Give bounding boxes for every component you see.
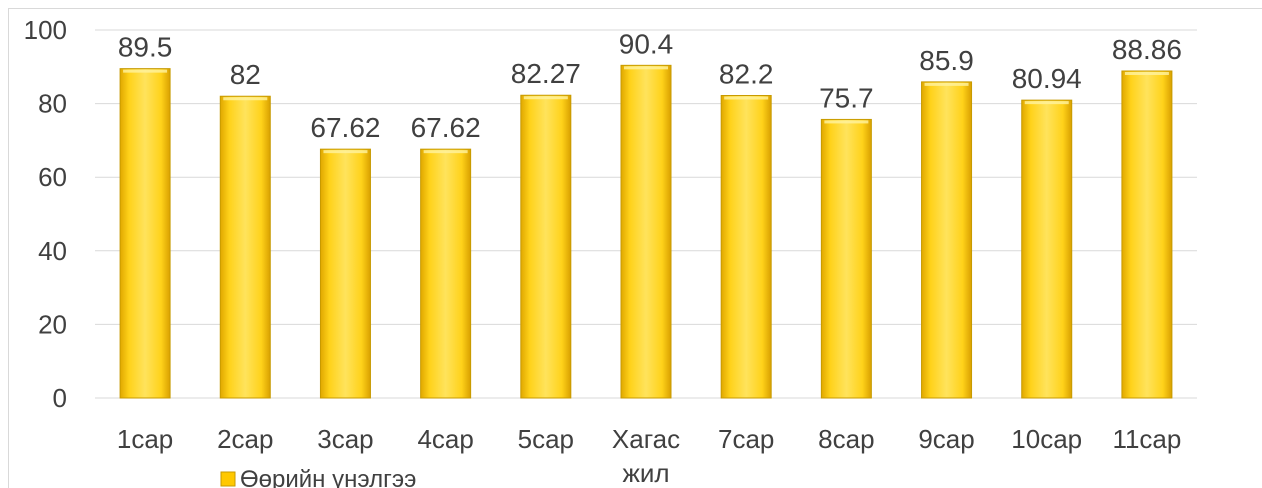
data-label: 82.27 (511, 58, 581, 89)
bar-highlight (624, 66, 668, 70)
y-tick-label: 100 (24, 15, 67, 45)
data-label: 89.5 (118, 32, 173, 63)
legend: Өөрийн үнэлгээ (220, 466, 416, 488)
chart-frame (8, 8, 1262, 488)
bar-highlight (323, 150, 368, 154)
bar-highlight (423, 150, 468, 154)
bar-highlight (1124, 71, 1169, 75)
x-tick-label: 7сар (718, 424, 774, 454)
x-tick-label: 4сар (417, 424, 473, 454)
y-tick-label: 40 (38, 236, 67, 266)
bar-highlight (123, 69, 168, 73)
x-tick-label: 8сар (818, 424, 874, 454)
bar (319, 148, 371, 399)
bars (119, 64, 1173, 399)
data-label: 67.62 (411, 112, 481, 143)
data-label: 90.4 (619, 28, 674, 59)
x-tick-label: 1сар (117, 424, 173, 454)
data-label: 82 (230, 59, 261, 90)
data-labels: 89.5 82 67.62 67.62 82.27 90.4 82.2 75.7 85.9 80.… (118, 28, 1182, 143)
bar (219, 95, 271, 399)
x-tick-label: 5сар (518, 424, 574, 454)
bar-highlight (523, 96, 568, 100)
bar (620, 64, 672, 399)
legend-entry: Өөрийн үнэлгээ (240, 466, 416, 488)
bar (119, 68, 171, 399)
x-tick-label: 3сар (317, 424, 373, 454)
bar (420, 148, 472, 399)
legend-swatch (220, 471, 236, 487)
bar (1121, 70, 1173, 399)
data-label: 85.9 (919, 45, 974, 76)
bar-highlight (1024, 101, 1069, 105)
bar-highlight (824, 120, 869, 124)
bar (921, 81, 973, 399)
data-label: 88.86 (1112, 34, 1182, 65)
bar-highlight (924, 82, 969, 86)
x-tick-label: 9сар (918, 424, 974, 454)
bar (820, 118, 872, 399)
bar (720, 95, 772, 399)
x-tick-label: 11сар (1112, 424, 1181, 454)
bar-highlight (223, 97, 268, 101)
bar (520, 94, 572, 399)
y-tick-label: 80 (38, 89, 67, 119)
y-tick-label: 20 (38, 309, 67, 339)
y-tick-label: 60 (38, 162, 67, 192)
x-tick-label: 2сар (217, 424, 273, 454)
x-axis-ticks: 1сар 2сар 3сар 4сар 5сар Хагас жил 7сар 8сар 9сар… (117, 424, 1181, 488)
x-tick-label: 10сар (1011, 424, 1082, 454)
data-label: 82.2 (719, 59, 774, 90)
data-label: 75.7 (819, 82, 874, 113)
y-tick-label: 0 (53, 383, 67, 413)
y-axis-ticks: 0 20 40 60 80 100 (24, 15, 67, 413)
data-label: 67.62 (310, 112, 380, 143)
data-label: 80.94 (1012, 63, 1082, 94)
x-tick-label: Хагас жил (612, 424, 680, 488)
bar (1021, 99, 1073, 399)
bar-highlight (724, 96, 769, 100)
